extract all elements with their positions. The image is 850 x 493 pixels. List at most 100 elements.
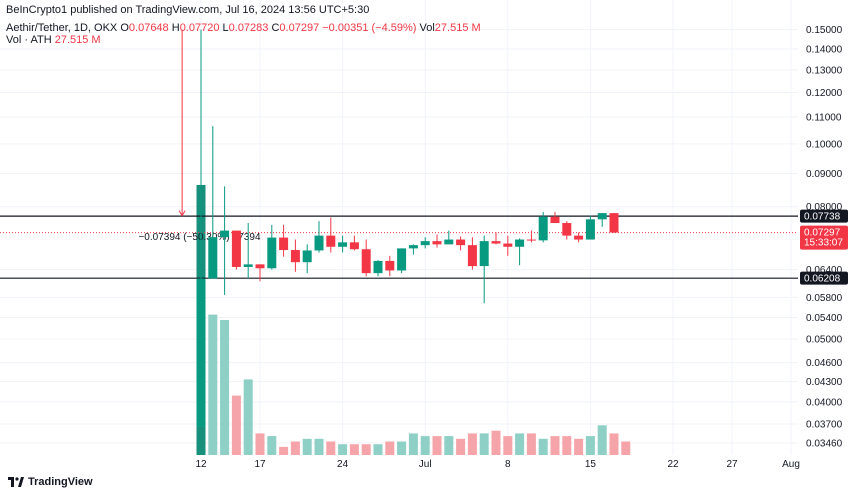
volume-bar (302, 438, 312, 455)
candle-body (574, 235, 584, 240)
time-tick-label: 17 (254, 459, 266, 470)
horizontal-levels (0, 215, 798, 279)
price-tick-label: 0.03460 (806, 438, 843, 449)
volume-bar (503, 436, 513, 455)
price-tick-label: 0.06400 (806, 265, 843, 276)
time-tick-label: Aug (782, 459, 800, 470)
volume-value: 27.515 M (434, 22, 481, 34)
volume-bar (621, 441, 631, 455)
candle-body (279, 237, 289, 251)
volume-bar (397, 441, 407, 455)
candle-body (467, 245, 477, 267)
price-tick-label: 0.03700 (806, 419, 843, 430)
volume-bar (208, 314, 218, 455)
tradingview-brand: TradingView (28, 476, 93, 488)
volume-bar (538, 438, 548, 455)
volume-bar (349, 444, 359, 455)
volume-bar (338, 444, 348, 455)
low-label: L (222, 22, 229, 34)
volume-bar (491, 430, 501, 455)
ohlc-legend: Aethir/Tether, 1D, OKX O0.07648 H0.07720… (6, 22, 481, 34)
candle-body (231, 230, 241, 267)
candle-body (267, 237, 277, 269)
candle-body (444, 239, 454, 245)
level-price-tag-text: 0.06208 (804, 274, 841, 285)
level-price-tag-text: 0.07738 (804, 212, 841, 223)
close-label: C (271, 22, 280, 34)
price-tick-label: 0.11000 (806, 112, 842, 123)
measure-tool: −0.07394 (−50.30%) −7394 (138, 29, 261, 243)
candle-body (208, 237, 218, 279)
time-tick-label: 24 (337, 459, 349, 470)
candle-body (302, 250, 312, 263)
volume-bar (290, 441, 300, 455)
candle-body (538, 216, 548, 241)
measure-arrow-head (178, 210, 186, 217)
high-label: H (171, 22, 180, 34)
candle-body (397, 248, 407, 271)
volume-bar (361, 444, 371, 455)
time-tick-label: 12 (195, 459, 207, 470)
candle-body (361, 249, 371, 274)
time-tick-label: 8 (505, 459, 511, 470)
volume-bar (314, 438, 324, 455)
volume-bar (420, 436, 430, 455)
candlesticks (196, 29, 619, 428)
measure-label: −0.07394 (−50.30%) −7394 (138, 232, 260, 243)
price-tick-label: 0.05400 (806, 313, 843, 324)
time-tick-label: 22 (667, 459, 679, 470)
open-label: O (120, 22, 129, 34)
volume-bar (515, 433, 525, 455)
price-tick-label: 0.13000 (806, 65, 843, 76)
volume-bar (255, 433, 265, 455)
price-tick-label: 0.14000 (806, 45, 843, 56)
time-tick-label: 27 (726, 459, 738, 470)
time-tick-label: 15 (585, 459, 597, 470)
volume-label: Vol (419, 22, 435, 34)
volume-bar (432, 436, 442, 455)
tradingview-logo[interactable]: TradingView (8, 476, 93, 488)
volume-bar (609, 433, 619, 455)
volume-bar (585, 436, 595, 455)
published-text: BeInCrypto1 published on TradingView.com… (6, 4, 370, 16)
grid (0, 0, 798, 455)
candle-body (349, 242, 359, 250)
low-value: 0.07283 (228, 22, 269, 34)
level-price-tag (800, 209, 848, 223)
time-tick-label: Jul (419, 459, 432, 470)
candle-body (432, 241, 442, 245)
candle-body (420, 241, 430, 246)
volume-bar (385, 441, 395, 455)
volume-bar (231, 395, 241, 455)
price-tick-label: 0.05800 (806, 293, 843, 304)
volume-bar (562, 436, 572, 455)
open-value: 0.07648 (128, 22, 169, 34)
candle-body (290, 250, 300, 263)
volume-bar (456, 438, 466, 455)
volume-bar (444, 436, 454, 455)
candle-body (479, 241, 489, 267)
volume-bar (479, 433, 489, 455)
symbol-label[interactable]: Aethir/Tether, 1D, OKX (6, 22, 118, 34)
volume-bar (408, 433, 418, 455)
candle-body (585, 219, 595, 240)
candle-body (562, 223, 572, 236)
candle-body (196, 278, 206, 428)
volume-ath-label[interactable]: Vol · ATH (6, 34, 52, 46)
volume-legend: Vol · ATH 27.515 M (6, 34, 101, 46)
volume-bar (373, 444, 383, 455)
candle-body (326, 235, 336, 247)
volume-bar (597, 425, 607, 455)
candle-body (255, 264, 265, 269)
price-tick-label: 0.04300 (806, 377, 843, 388)
candle-body (456, 239, 466, 246)
price-axis: 0.15000 0.14000 0.13000 0.12000 0.11000 0.100… (806, 25, 843, 449)
volume-ath-value: 27.515 M (54, 34, 101, 46)
level-price-tag (800, 271, 848, 285)
countdown-text: 15:33:07 (804, 238, 843, 249)
candle-body (338, 242, 348, 247)
candle-body (515, 239, 525, 247)
published-info: BeInCrypto1 published on TradingView.com… (6, 4, 369, 16)
candle-body (314, 235, 324, 251)
